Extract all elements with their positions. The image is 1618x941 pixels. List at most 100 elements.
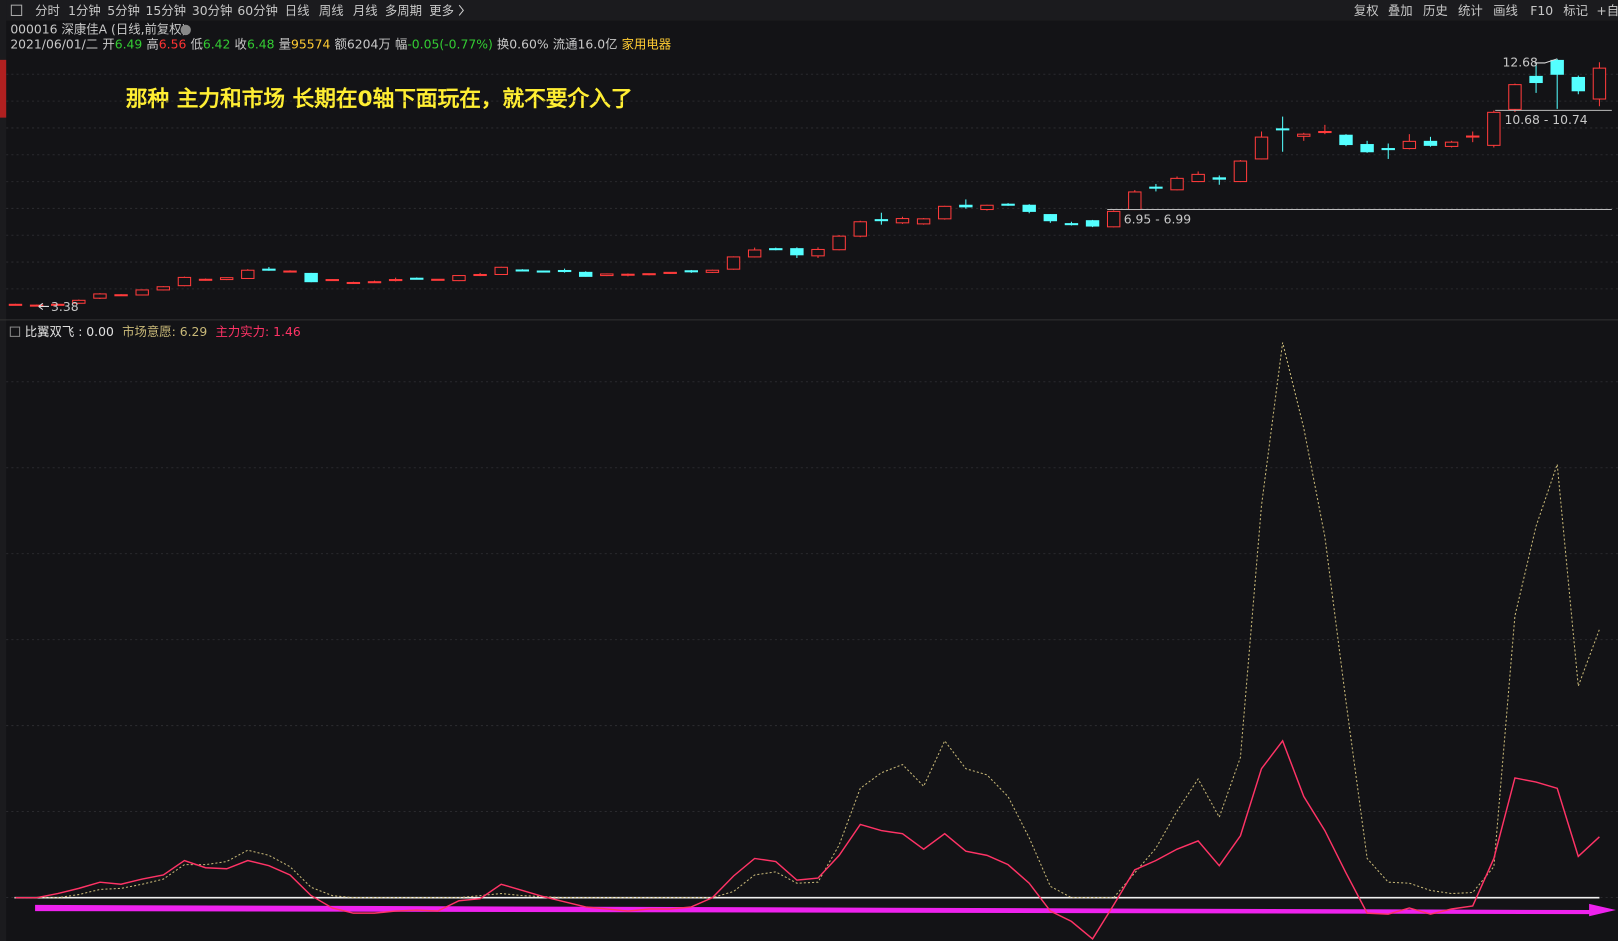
candle-body [536, 270, 551, 273]
range-label: 10.68 - 10.74 [1504, 113, 1587, 127]
period-tab[interactable]: 分时 [35, 4, 60, 18]
tool-button[interactable]: 统计 [1458, 4, 1483, 18]
candle-body [1170, 177, 1184, 191]
candle-body [578, 271, 593, 277]
quote-label: 2021/06/01/二 [10, 37, 98, 51]
candle-body [1106, 210, 1121, 228]
quote-label: 开 [102, 37, 114, 51]
quote-value: 16.0亿 [578, 36, 618, 51]
trend-arrow [35, 903, 1616, 917]
high-connector [1534, 58, 1558, 64]
readout: 比翼双飞 : 0.00 [25, 325, 114, 339]
candle-body [747, 249, 762, 258]
quote-label: 低 [190, 37, 202, 51]
candle-body [51, 303, 65, 306]
candle-body [1233, 160, 1248, 183]
quote-label: 流通 [553, 37, 578, 51]
candle-body [8, 303, 23, 306]
period-tab[interactable]: 30分钟 [192, 3, 233, 18]
sidebar-tab[interactable] [0, 59, 7, 118]
quote-value: -0.05(-0.77%) [407, 37, 492, 51]
candle-body [769, 248, 783, 251]
candle-body [114, 294, 128, 297]
quote-label: 量 [279, 37, 291, 51]
period-tab[interactable]: 60分钟 [237, 3, 278, 18]
quote-value: 95574 [291, 37, 330, 51]
candle-body [874, 219, 889, 222]
stock-title: 000016 深康佳A (日线,前复权) [10, 21, 186, 36]
candle-body [663, 271, 677, 274]
tool-button[interactable]: 复权 [1354, 3, 1379, 18]
candle-body [895, 218, 910, 224]
candle-body [832, 235, 846, 251]
candle-body [1550, 59, 1564, 75]
low-label: 3.38 [51, 300, 79, 314]
candle-body [1275, 128, 1290, 131]
period-tab[interactable]: 更多 [429, 4, 454, 18]
indicator-readouts: 比翼双飞 : 0.00 市场意愿: 6.29 主力实力: 1.46 [25, 324, 301, 339]
candle-body [410, 277, 424, 280]
candle-body [367, 281, 382, 284]
dropdown-icon[interactable] [180, 24, 191, 36]
candle-body [219, 277, 234, 281]
candle-body [959, 204, 973, 208]
candle-body [1487, 111, 1501, 146]
candle-body [1423, 140, 1438, 146]
more-chevron[interactable] [458, 4, 464, 16]
candle-body [156, 286, 171, 291]
candle-body [1508, 84, 1522, 110]
candle-body [1043, 214, 1058, 222]
candle-body [1064, 223, 1079, 226]
period-tab[interactable]: 15分钟 [145, 3, 186, 18]
period-tab[interactable]: 周线 [319, 4, 344, 18]
quote-line: 2021/06/01/二 开6.49 高6.56 低6.42 收6.48 量95574 额6… [10, 36, 671, 51]
candle-body [494, 266, 508, 276]
quote-value: 6.42 [203, 37, 231, 51]
candle-body [790, 248, 804, 256]
candle-body [431, 278, 445, 281]
tool-button[interactable]: 标记 [1563, 4, 1588, 18]
candle-body [1381, 148, 1395, 151]
sidebar [0, 0, 7, 941]
period-tab[interactable]: 1分钟 [68, 3, 101, 18]
candle-body [1254, 136, 1269, 160]
quote-value: 6204万 [347, 37, 391, 51]
quote-value: 6.56 [159, 37, 187, 51]
candle-body [1444, 141, 1459, 147]
toolbar [0, 0, 1618, 21]
candle-body [388, 279, 403, 282]
candle-body [1571, 76, 1586, 92]
candle-body [811, 248, 825, 257]
menu-icon[interactable] [10, 4, 23, 16]
period-tab[interactable]: 月线 [353, 4, 378, 18]
tool-button[interactable]: F10 [1530, 4, 1553, 18]
candle-body [198, 278, 213, 281]
candle-body [1529, 75, 1543, 84]
candle-body [1360, 144, 1374, 153]
quote-label: 幅 [395, 36, 407, 51]
candle-body [1022, 204, 1036, 212]
candle-body [304, 272, 318, 283]
period-tab[interactable]: 日线 [285, 4, 310, 18]
period-tab[interactable]: 5分钟 [107, 3, 140, 18]
tool-button[interactable]: +自选 [1596, 4, 1618, 18]
readout: 市场意愿: 6.29 [122, 324, 207, 339]
quote-label: 额 [335, 37, 348, 51]
indicator-icon[interactable] [9, 326, 21, 337]
candle-body [72, 299, 86, 304]
quote-label: 高 [146, 36, 158, 51]
tool-button[interactable]: 画线 [1493, 4, 1518, 18]
period-tab[interactable]: 多周期 [385, 4, 422, 18]
quote-label: 换 [497, 37, 509, 51]
candle-body [1592, 67, 1607, 100]
candle-body [29, 304, 44, 307]
candle-body [621, 273, 635, 276]
candle-body [600, 273, 614, 277]
tool-button[interactable]: 叠加 [1388, 4, 1413, 18]
candle-body [346, 281, 361, 285]
candle-body [93, 293, 107, 299]
tool-button[interactable]: 历史 [1423, 4, 1448, 18]
